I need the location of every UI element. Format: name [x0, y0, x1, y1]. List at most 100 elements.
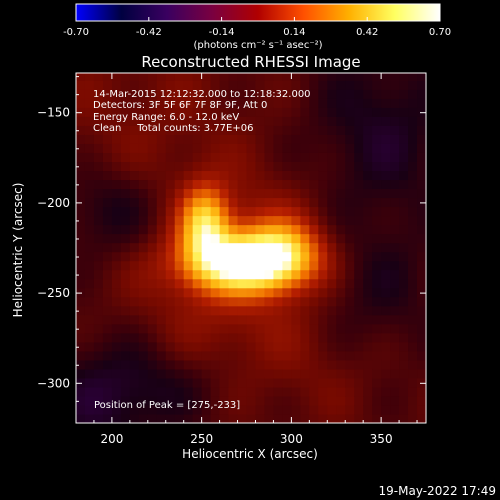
heatmap-cell	[354, 359, 364, 370]
heatmap-cell	[111, 386, 122, 397]
heatmap-cell	[120, 179, 131, 190]
heatmap-cell	[183, 242, 194, 253]
heatmap-cell	[147, 251, 158, 262]
heatmap-cell	[246, 386, 257, 397]
heatmap-cell	[372, 116, 382, 126]
heatmap-cell	[291, 287, 301, 298]
heatmap-cell	[417, 179, 426, 190]
heatmap-cell	[102, 242, 113, 253]
heatmap-cell	[219, 215, 230, 226]
heatmap-cell	[336, 368, 346, 379]
heatmap-cell	[129, 116, 140, 126]
heatmap-cell	[84, 314, 95, 325]
heatmap-cell	[183, 251, 194, 262]
heatmap-cell	[156, 224, 167, 235]
heatmap-cell	[408, 305, 418, 316]
heatmap-cell	[183, 224, 194, 235]
heatmap-cell	[156, 395, 167, 406]
heatmap-cell	[273, 134, 284, 144]
heatmap-cell	[174, 170, 185, 181]
heatmap-cell	[354, 269, 364, 280]
annotation-block: 14-Mar-2015 12:12:32.000 to 12:18:32.000…	[93, 89, 311, 134]
colorbar: -0.70 -0.42 -0.14 0.14 0.42 0.70 (photons cm⁻…	[63, 3, 451, 51]
heatmap-cell	[165, 305, 176, 316]
heatmap-cell	[264, 287, 275, 298]
heatmap-cell	[228, 215, 239, 226]
heatmap-cell	[327, 314, 337, 325]
heatmap-cell	[228, 404, 239, 415]
heatmap-cell	[201, 278, 212, 289]
heatmap-cell	[76, 215, 86, 226]
heatmap-cell	[102, 206, 113, 217]
heatmap-cell	[282, 287, 292, 298]
heatmap-cell	[147, 359, 158, 370]
heatmap-cell	[147, 404, 158, 415]
heatmap-cell	[255, 314, 266, 325]
heatmap-cell	[273, 179, 284, 190]
heatmap-cell	[264, 125, 275, 135]
heatmap-cell	[84, 296, 95, 307]
heatmap-cell	[183, 134, 194, 144]
heatmap-cell	[228, 377, 239, 388]
heatmap-cell	[210, 368, 221, 379]
heatmap-cell	[291, 134, 301, 144]
heatmap-cell	[76, 296, 86, 307]
heatmap-cell	[102, 404, 113, 415]
heatmap-cell	[354, 125, 364, 135]
heatmap-cell	[138, 206, 149, 217]
heatmap-cell	[417, 413, 426, 423]
heatmap-cell	[372, 350, 382, 361]
heatmap-cell	[129, 296, 140, 307]
heatmap-cell	[120, 377, 131, 388]
heatmap-cell	[237, 73, 248, 81]
heatmap-cell	[327, 332, 337, 343]
heatmap-cell	[210, 413, 221, 423]
heatmap-cell	[273, 161, 284, 172]
heatmap-cell	[228, 143, 239, 153]
heatmap-cell	[381, 341, 391, 352]
heatmap-cell	[174, 341, 185, 352]
heatmap-cell	[138, 404, 149, 415]
heatmap-cell	[102, 188, 113, 199]
heatmap-cell	[354, 143, 364, 153]
heatmap-cell	[408, 251, 418, 262]
heatmap-cell	[102, 197, 113, 208]
heatmap-cell	[201, 296, 212, 307]
heatmap-cell	[354, 341, 364, 352]
heatmap-cell	[345, 89, 355, 99]
heatmap-cell	[372, 323, 382, 334]
heatmap-cell	[282, 89, 292, 99]
heatmap-cell	[336, 278, 346, 289]
heatmap-cell	[165, 161, 176, 172]
x-tick-label: 300	[280, 432, 303, 446]
heatmap-cell	[219, 98, 230, 108]
heatmap-cell	[237, 233, 248, 244]
heatmap-cell	[76, 413, 86, 423]
heatmap-cell	[336, 197, 346, 208]
heatmap-cell	[192, 233, 203, 244]
heatmap-cell	[102, 314, 113, 325]
heatmap-cell	[273, 73, 284, 81]
heatmap-cell	[246, 314, 257, 325]
heatmap-cell	[399, 125, 409, 135]
heatmap-cell	[174, 395, 185, 406]
heatmap-cell	[318, 305, 328, 316]
heatmap-cell	[93, 404, 104, 415]
heatmap-cell	[147, 134, 158, 144]
heatmap-cell	[102, 323, 113, 334]
heatmap-cell	[138, 143, 149, 153]
heatmap-cell	[93, 179, 104, 190]
heatmap-cell	[345, 341, 355, 352]
heatmap-cell	[237, 314, 248, 325]
heatmap-cell	[129, 125, 140, 135]
heatmap-cell	[174, 197, 185, 208]
heatmap-cell	[129, 161, 140, 172]
heatmap-cell	[165, 215, 176, 226]
heatmap-cell	[192, 296, 203, 307]
heatmap-cell	[291, 116, 301, 126]
heatmap-cell	[201, 170, 212, 181]
heatmap-cell	[354, 215, 364, 226]
heatmap-cell	[219, 89, 230, 99]
heatmap-cell	[273, 233, 284, 244]
heatmap-cell	[300, 404, 310, 415]
